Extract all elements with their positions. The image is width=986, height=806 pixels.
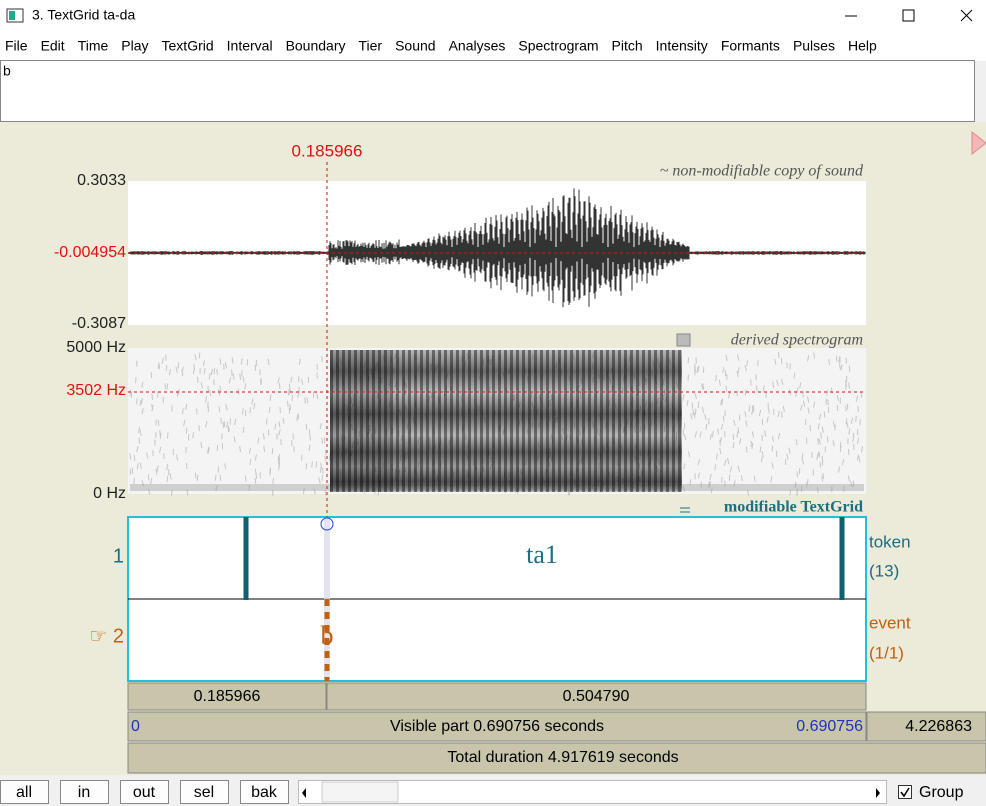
total-duration: Total duration 4.917619 seconds	[447, 749, 678, 766]
remaining-time: 4.226863	[905, 718, 972, 735]
zoom-button[interactable]	[0, 780, 49, 804]
spectrogram-bottom: 0 Hz	[93, 485, 126, 502]
sound-cursor-value: -0.004954	[54, 244, 126, 261]
spectrogram-cursor-freq: 3502 Hz	[66, 382, 126, 399]
spectrogram-label: derived spectrogram	[731, 332, 863, 349]
app-icon	[6, 8, 24, 23]
group-label: Group	[919, 784, 964, 801]
text-field[interactable]	[0, 60, 975, 122]
spectrogram-formants	[330, 350, 682, 492]
scrollbar[interactable]	[298, 780, 887, 804]
sound-max: 0.3033	[77, 172, 126, 189]
zoom-button-label: bak	[251, 784, 278, 801]
tier2-interval-text[interactable]: b	[321, 621, 334, 650]
tier2-number: ☞ 2	[89, 625, 124, 647]
visible-start: 0	[131, 718, 140, 735]
zoom-button[interactable]	[120, 780, 169, 804]
text-field-content: b	[3, 63, 11, 79]
menu-item[interactable]: Pitch	[612, 38, 643, 54]
window-title: 3. TextGrid ta-da	[32, 7, 135, 23]
menu-items: File Edit Time Play TextGrid Interval Boundary…	[5, 38, 877, 54]
menu-item[interactable]: Sound	[395, 38, 435, 54]
zoom-button[interactable]	[240, 780, 289, 804]
time-bar-left[interactable]	[127, 682, 327, 711]
menu-item[interactable]: Boundary	[286, 38, 346, 54]
menu-item[interactable]: Spectrogram	[518, 38, 598, 54]
menu-bar	[0, 32, 986, 60]
tier2-name: event	[869, 613, 911, 632]
tier1-name: token	[869, 532, 911, 551]
menu-item[interactable]: Play	[121, 38, 148, 54]
menu-item[interactable]: Edit	[41, 38, 65, 54]
spectrogram-icon	[676, 333, 691, 347]
menu-item[interactable]: Help	[848, 38, 877, 54]
time-bar-right-text: 0.504790	[563, 688, 630, 705]
cursor-time: 0.185966	[292, 141, 363, 160]
total-bar[interactable]	[127, 742, 986, 774]
play-triangle[interactable]	[971, 130, 986, 156]
menu-item[interactable]: Interval	[227, 38, 273, 54]
menu-item[interactable]: Tier	[359, 38, 383, 54]
title-bar	[0, 0, 986, 32]
visible-bar[interactable]	[127, 711, 867, 742]
visible-label: Visible part 0.690756 seconds	[390, 718, 604, 735]
zoom-buttons: all in out sel bak	[0, 780, 289, 804]
zoom-button[interactable]	[60, 780, 109, 804]
group-check	[900, 787, 910, 798]
scroll-right[interactable]	[876, 788, 880, 798]
group-checkbox[interactable]	[898, 785, 912, 799]
sound-min: -0.3087	[72, 315, 126, 332]
zoom-button[interactable]	[180, 780, 229, 804]
tier1-count: (13)	[869, 561, 899, 580]
zoom-button-label: out	[133, 784, 156, 801]
zoom-button-label: sel	[194, 784, 214, 801]
menu-item[interactable]: Time	[78, 38, 109, 54]
visible-end: 0.690756	[796, 718, 863, 735]
time-bar-left-text: 0.185966	[194, 688, 261, 705]
spectrogram-top: 5000 Hz	[66, 339, 126, 356]
text-scrollbar[interactable]	[975, 61, 986, 122]
sound-label: ~ non-modifiable copy of sound	[660, 163, 864, 180]
menu-item[interactable]: TextGrid	[162, 38, 214, 54]
close-button[interactable]	[960, 9, 973, 22]
tier1-interval-text[interactable]: ta1	[526, 540, 558, 569]
textgrid-icon	[680, 507, 690, 513]
maximize-button[interactable]	[902, 9, 915, 22]
scroll-left[interactable]	[302, 788, 306, 798]
menu-item[interactable]: Formants	[721, 38, 780, 54]
remaining-bar[interactable]	[866, 711, 986, 742]
tier1-number: 1	[113, 545, 124, 567]
spectrogram-burst	[330, 350, 390, 492]
app-icon-fill	[9, 11, 15, 20]
scroll-thumb[interactable]	[321, 781, 399, 803]
menu-item[interactable]: Pulses	[793, 38, 835, 54]
zoom-button-label: all	[16, 784, 32, 801]
boundary-circle	[320, 517, 334, 531]
menu-item[interactable]: Analyses	[449, 38, 506, 54]
time-bar-right[interactable]	[326, 682, 867, 711]
tier2-count: (1/1)	[869, 643, 904, 662]
zoom-button-label: in	[78, 784, 90, 801]
menu-item[interactable]: Intensity	[656, 38, 708, 54]
menu-item[interactable]: File	[5, 38, 28, 54]
textgrid-label: modifiable TextGrid	[724, 499, 863, 516]
